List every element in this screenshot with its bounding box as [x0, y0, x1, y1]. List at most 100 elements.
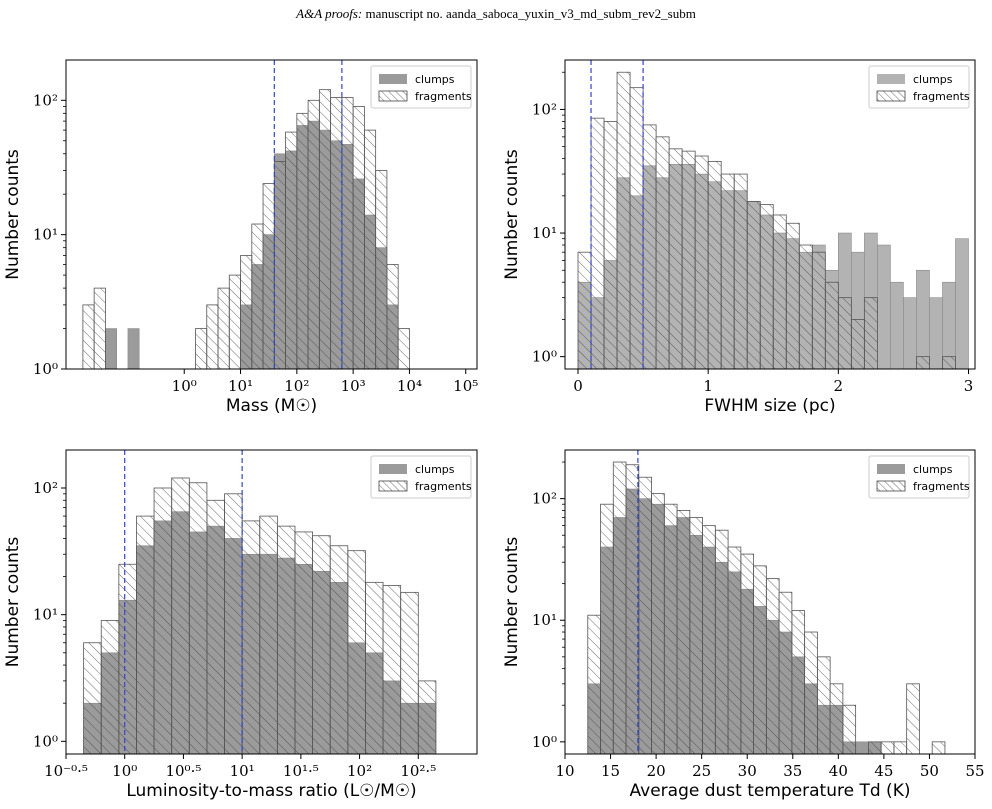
fragment-bar — [352, 106, 365, 369]
fragment-bar — [347, 550, 366, 754]
x-tick-label: 50 — [920, 762, 939, 780]
fragment-bar — [382, 585, 402, 754]
fragment-bar — [916, 356, 930, 369]
legend-label-clumps: clumps — [415, 463, 455, 476]
y-tick-label: 10² — [532, 100, 557, 118]
fragment-bar — [714, 529, 729, 754]
x-tick-label: 3 — [964, 377, 974, 395]
legend-label-clumps: clumps — [913, 73, 953, 86]
fragment-bar — [740, 553, 754, 754]
y-tick-label: 10² — [532, 490, 557, 508]
fragment-bar — [224, 493, 243, 754]
x-tick-label: 10⁵ — [453, 377, 478, 395]
fragment-bar — [240, 255, 253, 369]
clump-bar — [127, 328, 140, 369]
y-tick-label: 10⁰ — [532, 348, 557, 366]
x-tick-label: 45 — [874, 762, 893, 780]
y-tick-label: 10⁰ — [33, 360, 58, 378]
fragment-bar — [837, 297, 852, 369]
legend-swatch-fragments — [876, 480, 906, 492]
fragment-bar — [655, 136, 670, 369]
fragment-bar — [587, 614, 601, 754]
fragment-bar — [765, 578, 780, 754]
fragment-bar — [746, 201, 761, 369]
fragment-bar — [100, 620, 120, 754]
x-tick-label: 10¹ — [228, 377, 253, 395]
x-tick-label: 10² — [347, 762, 372, 780]
legend-label-clumps: clumps — [415, 73, 455, 86]
x-axis-label: Mass (M☉) — [226, 396, 317, 416]
fragment-bar — [663, 503, 678, 754]
clump-bar — [916, 269, 930, 369]
fragment-bar — [318, 89, 332, 369]
fragment-bar — [733, 173, 748, 369]
fragment-bar — [906, 683, 920, 754]
clump-bar — [955, 238, 969, 369]
x-tick-label: 10⁴ — [397, 377, 422, 395]
page-header: A&A proofs: manuscript no. aanda_saboca_… — [0, 6, 992, 22]
legend-label-fragments: fragments — [415, 480, 472, 493]
legend-label-clumps: clumps — [913, 463, 953, 476]
x-axis-label: Luminosity-to-mass ratio (L☉/M☉) — [126, 781, 416, 801]
panel-size: 0 1 2 3 10⁰ 10¹ 10² FWHM size (pc) Number counts… — [502, 59, 976, 416]
fragment-bar — [329, 545, 349, 754]
legend-swatch-fragments — [876, 90, 906, 102]
fragment-bar — [363, 129, 377, 369]
manuscript-id: manuscript no. aanda_saboca_yuxin_v3_md_… — [362, 6, 696, 21]
fragment-bar — [228, 274, 241, 369]
panel-lm_ratio: 10⁻⁰·⁵ 10⁰ 10⁰·⁵ 10¹ 10¹·⁵ 10² 10²·⁵10⁰10¹10²L… — [3, 449, 478, 801]
plot-frame — [65, 59, 478, 370]
legend: clumps fragments — [370, 455, 472, 499]
y-tick-label: 10¹ — [532, 224, 557, 242]
legend-swatch-fragments — [378, 90, 408, 102]
fragment-bar — [82, 304, 95, 369]
fragment-bar — [778, 591, 793, 754]
legend-label-fragments: fragments — [913, 90, 970, 103]
fragment-bar — [262, 183, 275, 369]
fragment-bar — [772, 214, 787, 369]
plot-frame — [65, 449, 478, 755]
y-axis-label: Number counts — [3, 149, 23, 280]
fragment-bar — [259, 515, 278, 754]
x-tick-label: 10²·⁵ — [400, 762, 436, 780]
fragment-bar — [842, 704, 857, 754]
fragment-bar — [341, 97, 354, 369]
y-tick-label: 10² — [33, 479, 58, 497]
fragment-bar — [612, 461, 627, 754]
y-tick-label: 10¹ — [33, 606, 58, 624]
fragment-bar — [276, 525, 296, 754]
y-axis-label: Number counts — [502, 149, 522, 280]
plot-frame — [564, 59, 976, 370]
x-tick-label: 10⁰ — [112, 762, 137, 780]
plot-frame — [564, 449, 976, 755]
x-tick-label: 35 — [783, 762, 802, 780]
x-tick-label: 10⁻⁰·⁵ — [44, 762, 88, 780]
fragment-bar — [880, 741, 895, 754]
fragment-bar — [195, 328, 208, 369]
fragment-bar — [753, 565, 767, 754]
fragment-bar — [850, 319, 865, 369]
x-tick-label: 0 — [573, 377, 583, 395]
legend: clumps fragments — [370, 65, 472, 109]
x-tick-label: 15 — [601, 762, 620, 780]
fragment-bar — [296, 112, 309, 369]
fragment-bar — [616, 71, 631, 369]
fragment-bar — [811, 251, 826, 369]
fragment-bar — [251, 223, 264, 369]
fragment-bar — [681, 150, 696, 369]
x-tick-label: 10 — [555, 762, 574, 780]
x-tick-label: 10⁰·⁵ — [165, 762, 201, 780]
fragment-bar — [689, 517, 703, 754]
fragment-bar — [312, 535, 331, 754]
legend-swatch-clumps — [877, 74, 905, 84]
x-tick-label: 10¹·⁵ — [283, 762, 319, 780]
fragment-bar — [603, 121, 618, 369]
y-tick-label: 10⁰ — [532, 733, 557, 751]
y-tick-label: 10⁰ — [33, 732, 58, 750]
y-axis-label: Number counts — [3, 537, 23, 668]
fragment-bar — [93, 287, 106, 369]
clump-bar — [105, 328, 117, 369]
x-tick-label: 1 — [703, 377, 713, 395]
x-tick-label: 25 — [692, 762, 711, 780]
fragment-bar — [824, 281, 839, 369]
